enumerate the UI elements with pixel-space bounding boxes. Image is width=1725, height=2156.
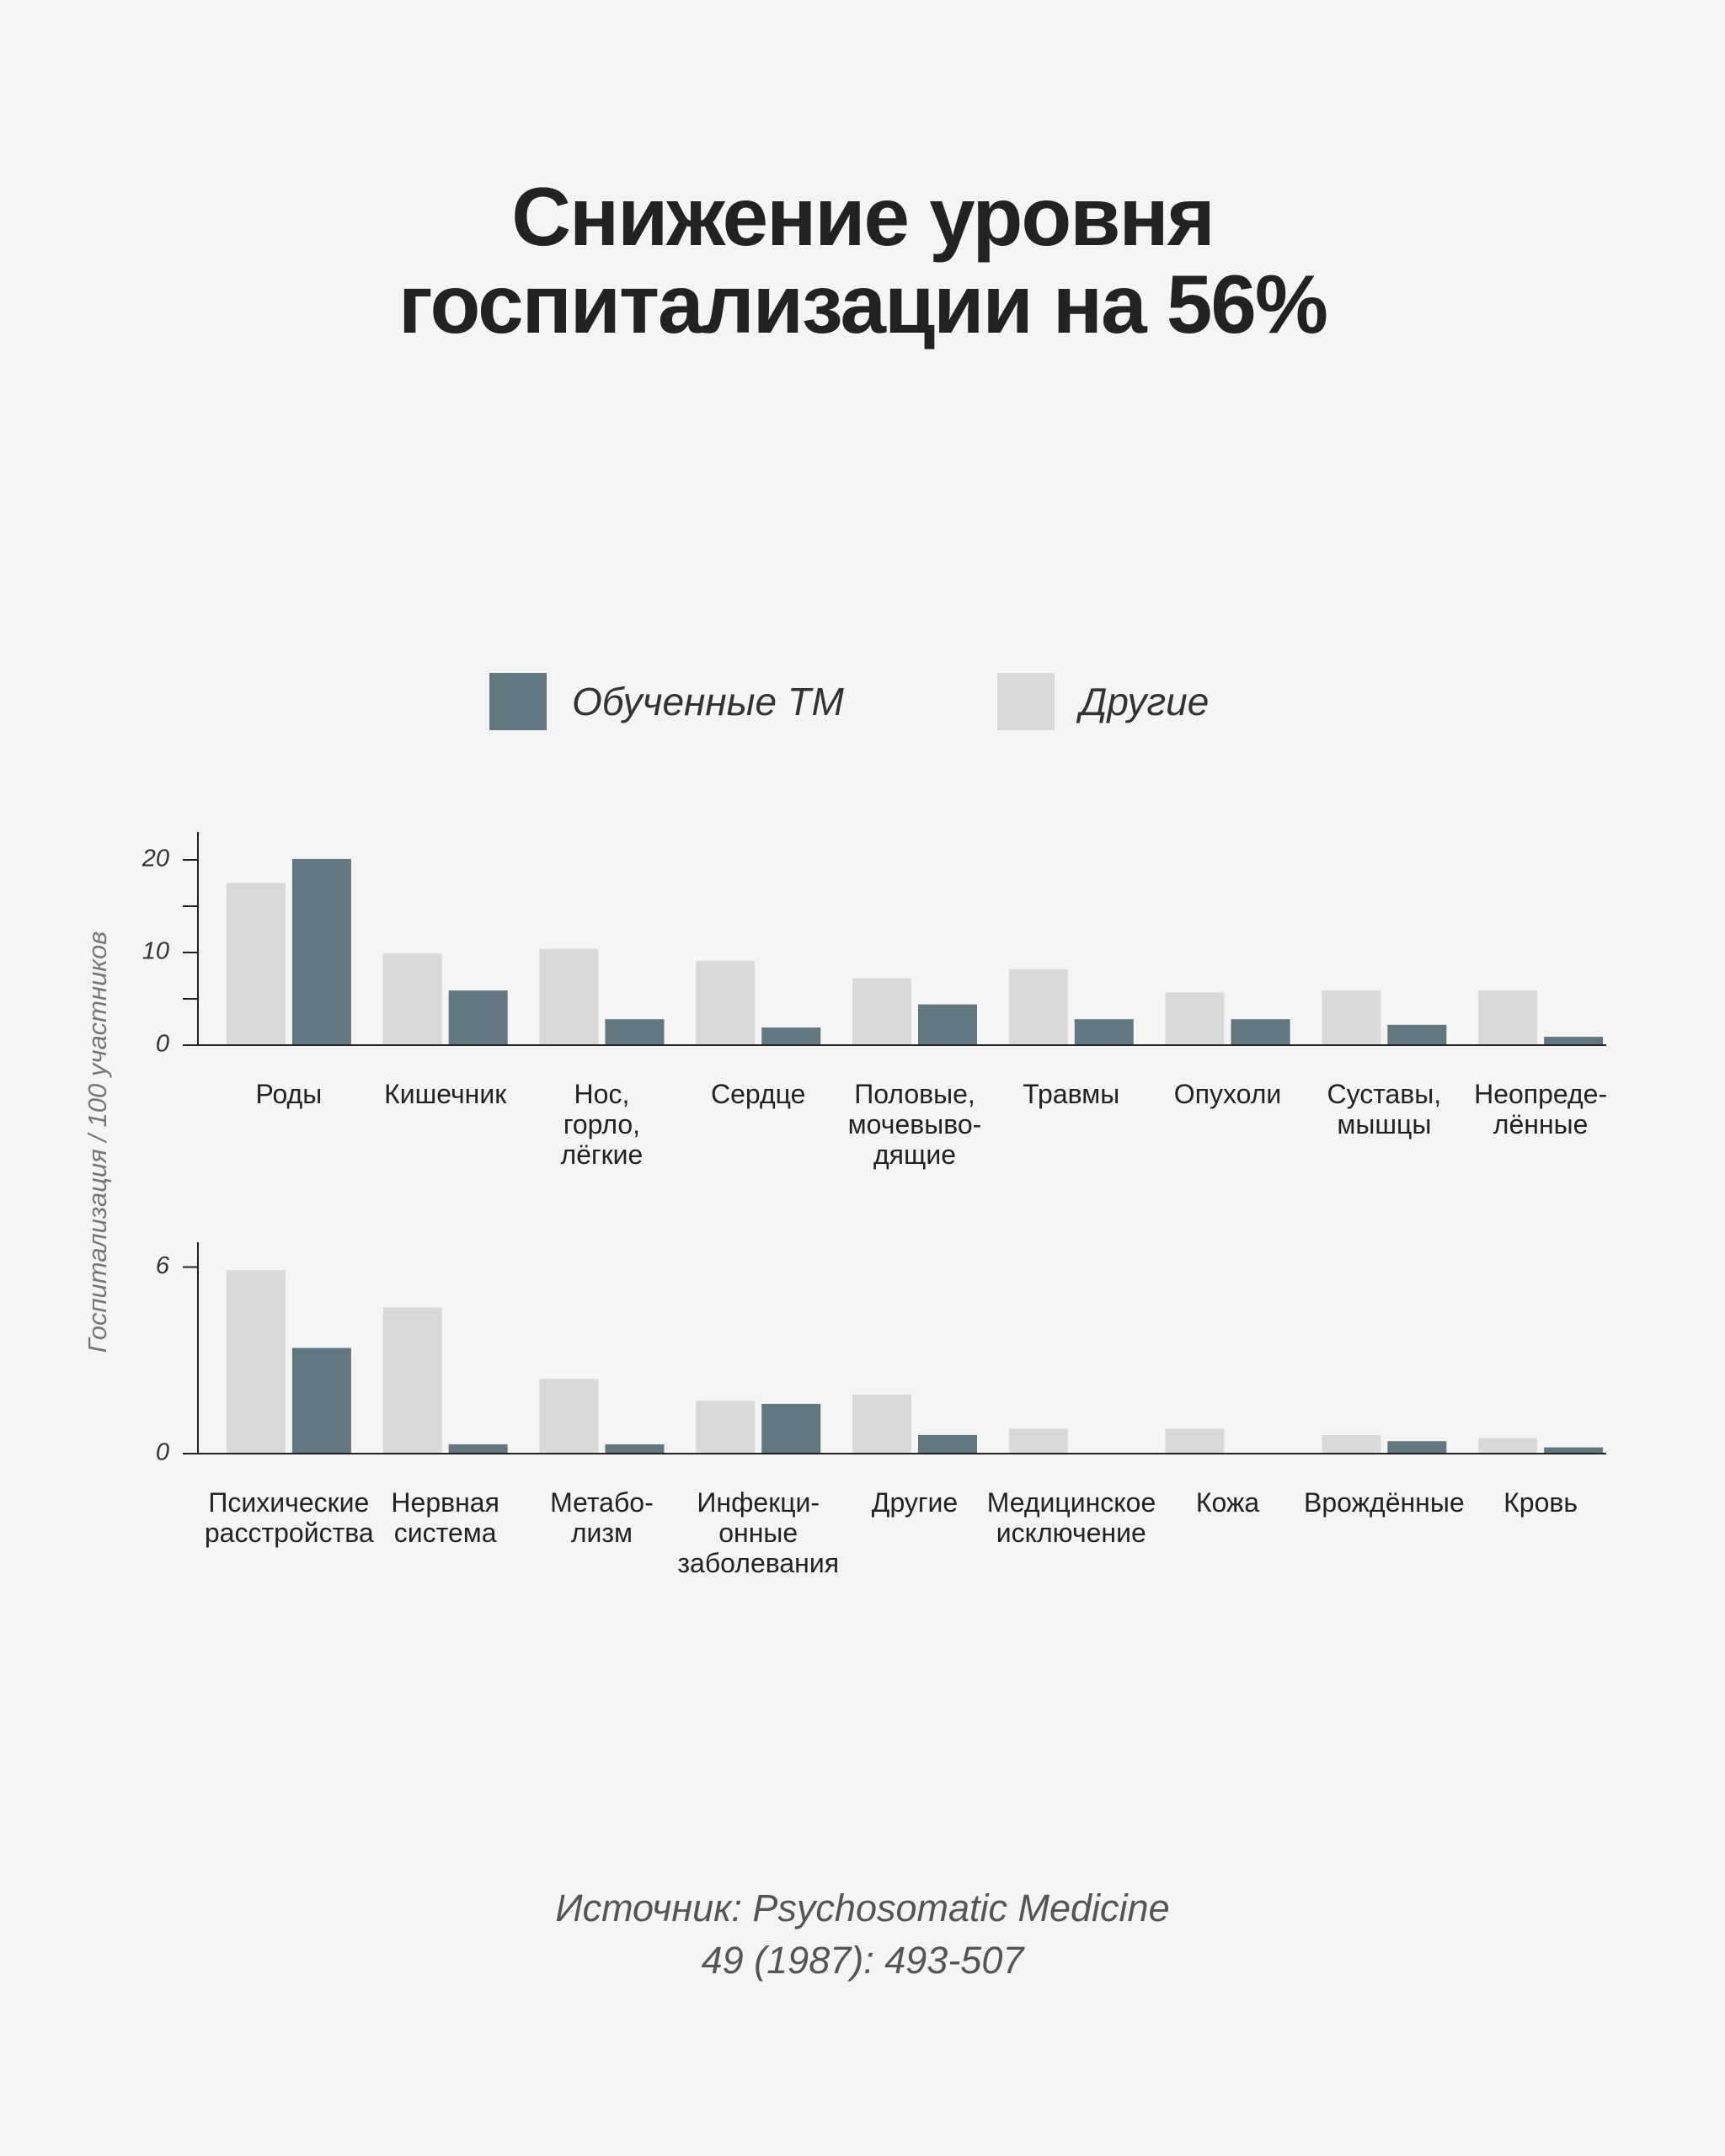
x-tick-label: Медицинское исключение bbox=[986, 1487, 1156, 1548]
x-tick-label: Кожа bbox=[1195, 1487, 1260, 1518]
bar bbox=[448, 990, 508, 1045]
legend-item: Другие bbox=[997, 673, 1209, 730]
bar bbox=[605, 1019, 665, 1045]
bar bbox=[1544, 1037, 1604, 1045]
bar bbox=[1322, 990, 1381, 1045]
bar bbox=[1387, 1024, 1447, 1045]
bar bbox=[1322, 1434, 1381, 1454]
x-tick-label: Нос, горло, лёгкие bbox=[560, 1079, 644, 1170]
x-tick-label: Кровь bbox=[1503, 1487, 1578, 1518]
bar bbox=[1478, 1438, 1538, 1454]
bar bbox=[1165, 992, 1225, 1045]
bar bbox=[761, 1027, 821, 1045]
bar bbox=[696, 1401, 756, 1454]
bar bbox=[291, 858, 351, 1045]
bar bbox=[1478, 990, 1538, 1045]
bar bbox=[539, 1379, 599, 1454]
x-tick-label: Другие bbox=[871, 1487, 959, 1518]
bar bbox=[1165, 1428, 1225, 1454]
bar bbox=[1074, 1019, 1134, 1045]
legend-label: Обученные ТМ bbox=[572, 680, 844, 723]
bar bbox=[696, 960, 756, 1045]
bar bbox=[382, 953, 442, 1045]
x-tick-label: Роды bbox=[255, 1079, 323, 1109]
bar bbox=[1387, 1441, 1447, 1454]
bar bbox=[1231, 1019, 1290, 1045]
x-tick-label: Травмы bbox=[1023, 1079, 1120, 1109]
x-tick-label: Неопреде- лённые bbox=[1474, 1079, 1608, 1139]
bar bbox=[382, 1307, 442, 1454]
bar bbox=[1008, 1428, 1068, 1454]
bar bbox=[918, 1434, 977, 1454]
legend-swatch bbox=[489, 673, 547, 730]
bar bbox=[761, 1403, 821, 1454]
bar bbox=[1008, 969, 1068, 1045]
bar bbox=[852, 978, 911, 1045]
y-axis-label: Госпитализация / 100 участников bbox=[83, 931, 112, 1353]
legend-label: Другие bbox=[1080, 680, 1210, 723]
x-tick-label: Суставы, мышцы bbox=[1327, 1079, 1442, 1139]
y-tick-label: 0 bbox=[156, 1439, 169, 1466]
x-tick-label: Нервная система bbox=[391, 1487, 499, 1548]
bar bbox=[291, 1348, 351, 1454]
y-tick-label: 20 bbox=[142, 846, 169, 873]
x-tick-label: Кишечник bbox=[384, 1079, 507, 1109]
x-tick-label: Психические расстройства bbox=[204, 1487, 374, 1548]
bar bbox=[226, 1270, 286, 1454]
y-tick-label: 6 bbox=[156, 1252, 170, 1279]
x-tick-label: Инфекци- онные заболевания bbox=[677, 1487, 840, 1578]
legend-item: Обученные ТМ bbox=[489, 673, 844, 730]
x-tick-label: Половые, мочевыво- дящие bbox=[847, 1079, 982, 1170]
x-tick-label: Сердце bbox=[711, 1079, 806, 1109]
bar bbox=[448, 1444, 508, 1454]
y-tick-label: 0 bbox=[156, 1031, 169, 1058]
bar bbox=[1544, 1447, 1604, 1454]
bar bbox=[852, 1394, 911, 1454]
x-tick-label: Метабо- лизм bbox=[550, 1487, 654, 1548]
y-tick-label: 10 bbox=[142, 938, 169, 965]
bar bbox=[605, 1444, 665, 1454]
title: Снижение уровня госпитализации на 56% bbox=[398, 170, 1328, 350]
bar bbox=[918, 1004, 977, 1045]
x-tick-label: Врождённые bbox=[1304, 1487, 1465, 1518]
legend-swatch bbox=[997, 673, 1055, 730]
bar bbox=[226, 883, 286, 1045]
source: Источник: Psychosomatic Medicine 49 (198… bbox=[555, 1886, 1170, 1982]
x-tick-label: Опухоли bbox=[1173, 1079, 1282, 1109]
bar bbox=[539, 948, 599, 1045]
